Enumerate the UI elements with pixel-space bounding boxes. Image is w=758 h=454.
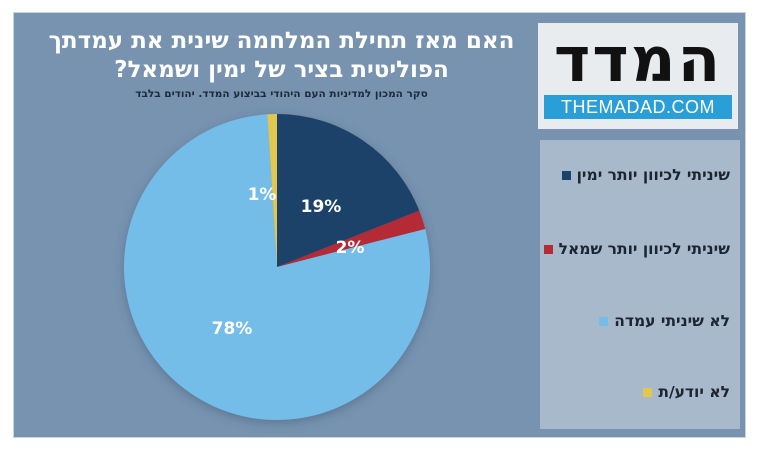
legend-item-no-change: לא שיניתי עמדה (599, 312, 730, 330)
legend-item-dont-know: לא יודע/ת (643, 383, 730, 401)
chart-panel: האם מאז תחילת המלחמה שינית את עמדתך הפול… (13, 12, 746, 438)
logo-url: THEMADAD.COM (544, 95, 732, 119)
slice-no-change (124, 114, 431, 420)
themadad-logo: המדד THEMADAD.COM (538, 23, 738, 129)
legend-swatch-icon (643, 387, 653, 397)
title-line-2: הפוליטית בציר של ימין ושמאל? (114, 57, 449, 83)
legend-swatch-icon (561, 170, 571, 180)
logo-wordmark: המדד (553, 23, 723, 96)
pie-slices (124, 114, 431, 420)
slice-right (277, 114, 420, 267)
label-dont-know: 1% (248, 185, 277, 205)
slice-dont-know (267, 114, 277, 267)
chart-title: האם מאז תחילת המלחמה שינית את עמדתך הפול… (34, 27, 529, 85)
slice-left (277, 210, 426, 267)
chart-legend: שיניתי לכיוון יותר ימין שיניתי לכיוון יו… (540, 140, 740, 429)
legend-label: שיניתי לכיוון יותר ימין (576, 166, 730, 184)
label-right: 19% (301, 197, 342, 217)
label-left: 2% (336, 238, 365, 258)
legend-label: שיניתי לכיוון יותר שמאל (558, 240, 730, 258)
pie-chart: 1% 19% 2% 78% (124, 114, 431, 420)
legend-label: לא יודע/ת (658, 383, 730, 401)
legend-label: לא שיניתי עמדה (614, 312, 730, 330)
legend-swatch-icon (543, 244, 553, 254)
legend-item-right: שיניתי לכיוון יותר ימין (561, 166, 730, 184)
chart-subtitle: סקר המכון למדיניות העם היהודי בביצוע המד… (135, 88, 428, 100)
legend-item-left: שיניתי לכיוון יותר שמאל (543, 240, 730, 258)
label-no-change: 78% (212, 319, 253, 339)
legend-swatch-icon (599, 316, 609, 326)
title-line-1: האם מאז תחילת המלחמה שינית את עמדתך (48, 28, 515, 54)
